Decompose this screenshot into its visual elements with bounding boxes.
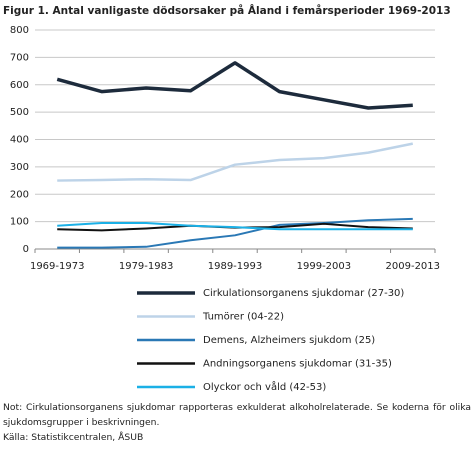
x-tick-label: 1969-1973 [30,261,85,272]
legend-label: Demens, Alzheimers sjukdom (25) [203,335,375,346]
legend-label: Tumörer (04-22) [202,312,284,323]
y-tick-label: 800 [10,25,29,36]
series-line [57,221,413,231]
legend-label: Andningsorganens sjukdomar (31-35) [203,359,392,370]
y-tick-label: 200 [10,189,29,200]
legend-label: Cirkulationsorganens sjukdomar (27-30) [203,288,404,299]
series-line [57,142,414,182]
y-tick-label: 500 [10,107,29,118]
x-tick-label: 1989-1993 [208,261,263,272]
chart: Figur 1. Antal vanligaste dödsorsaker på… [3,4,451,393]
chart-title: Figur 1. Antal vanligaste dödsorsaker på… [3,4,451,17]
note: Not: Cirkulationsorganens sjukdomar rapp… [3,402,471,428]
x-tick-label: 1979-1983 [119,261,174,272]
y-tick-label: 300 [10,162,29,173]
y-tick-label: 600 [10,80,29,91]
legend-label: Olyckor och våld (42-53) [203,380,326,393]
series-line [57,217,413,249]
y-tick-label: 700 [10,52,29,63]
x-tick-label: 1999-2003 [297,261,352,272]
x-tick-label: 2009-2013 [386,261,441,272]
notes: Not: Cirkulationsorganens sjukdomar rapp… [3,400,471,445]
y-tick-label: 400 [10,135,29,146]
source: Källa: Statistikcentralen, ÅSUB [3,432,144,443]
series-line [56,61,413,110]
y-tick-label: 0 [23,244,29,255]
y-tick-label: 100 [10,217,29,228]
